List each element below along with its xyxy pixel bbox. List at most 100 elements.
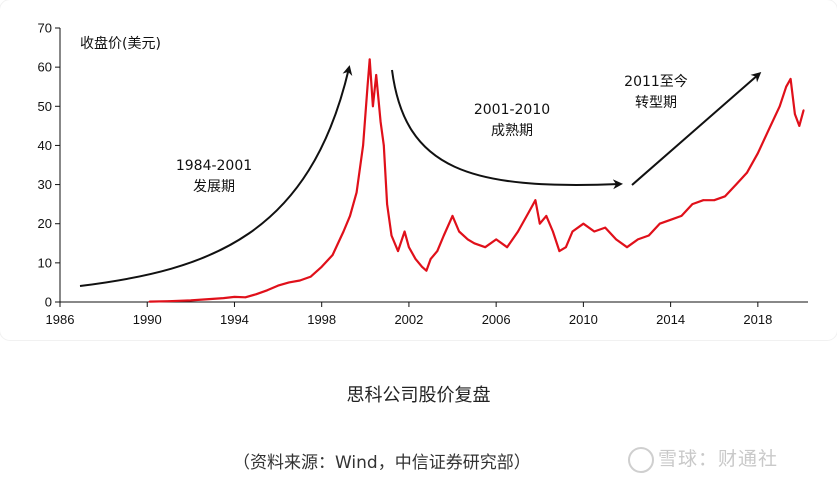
- arrows: [79, 65, 762, 287]
- data-point: [778, 105, 781, 108]
- x-tick-label: 1994: [220, 312, 249, 327]
- data-point: [626, 246, 628, 249]
- data-point: [288, 281, 290, 284]
- data-point: [473, 242, 476, 245]
- svg-text:1984-2001: 1984-2001: [176, 158, 252, 174]
- data-point: [571, 230, 574, 233]
- data-point: [558, 250, 561, 253]
- data-point: [397, 250, 399, 253]
- x-tick-label: 2002: [394, 312, 423, 327]
- data-point: [442, 234, 445, 237]
- data-point: [484, 246, 487, 249]
- y-tick-label: 50: [38, 99, 52, 114]
- snowball-logo-icon: [628, 446, 654, 473]
- data-point: [767, 128, 770, 131]
- y-tick-label: 10: [38, 255, 52, 270]
- data-point: [331, 254, 334, 256]
- svg-text:成熟期: 成熟期: [491, 123, 533, 139]
- annotation-transformation-years: 2011至今: [624, 74, 688, 90]
- line-chart: 0 10 20 30 40 50 60 70 1986 1990 1994 1998 2002 2006 2…: [38, 21, 808, 327]
- annotation-growth-phase: 发展期: [193, 179, 235, 195]
- maturity-arrow: [391, 69, 623, 190]
- data-point: [702, 199, 705, 202]
- x-tick-label: 2010: [569, 312, 598, 327]
- data-point: [466, 238, 469, 241]
- x-tick-label: 2006: [482, 312, 511, 327]
- data-point: [266, 289, 269, 292]
- data-point: [789, 78, 792, 80]
- data-point: [408, 246, 410, 249]
- data-point: [794, 113, 796, 115]
- data-point: [211, 298, 214, 300]
- data-point: [680, 215, 683, 217]
- data-point: [277, 284, 279, 287]
- data-point: [349, 215, 351, 217]
- data-point: [189, 299, 192, 302]
- x-tick-label: 1998: [307, 312, 336, 327]
- annotation-maturity-years: 2001-2010: [474, 102, 550, 118]
- data-point: [299, 279, 301, 282]
- watermark-text: 雪球：财通社: [658, 448, 779, 470]
- data-point: [375, 74, 378, 76]
- y-tick-label: 0: [45, 295, 52, 310]
- data-point: [565, 246, 567, 249]
- y-axis-label: 收盘价(美元): [80, 35, 161, 52]
- data-point: [320, 265, 323, 268]
- data-point: [582, 222, 585, 225]
- data-point: [785, 85, 788, 88]
- data-point: [425, 269, 428, 272]
- source-note: （资料来源：Wind，中信证券研究部）: [233, 453, 531, 473]
- data-point: [342, 230, 345, 233]
- data-point: [436, 250, 439, 253]
- annotations: 1984-2001 发展期 2001-2010 成熟期 2011至今 转型期: [176, 74, 688, 195]
- chart-card: 0 10 20 30 40 50 60 70 1986 1990 1994 1998 2002 2006 2…: [37, 20, 808, 327]
- svg-text:2011至今: 2011至今: [624, 74, 688, 90]
- data-point: [379, 121, 382, 123]
- x-tick-label: 1990: [133, 312, 162, 327]
- y-tick-label: 70: [38, 21, 52, 36]
- data-point: [233, 296, 236, 298]
- data-point: [421, 265, 423, 268]
- data-point: [368, 58, 371, 61]
- data-point: [647, 234, 650, 237]
- data-point: [615, 238, 617, 241]
- svg-text:2001-2010: 2001-2010: [474, 102, 550, 118]
- svg-text:发展期: 发展期: [193, 179, 235, 195]
- annotation-growth-years: 1984-2001: [176, 158, 252, 174]
- series-line-0: [149, 58, 805, 303]
- y-tick-label: 60: [38, 60, 52, 75]
- data-point: [552, 230, 554, 233]
- data-point: [746, 171, 748, 174]
- data-point: [355, 191, 358, 194]
- data-point: [148, 300, 151, 303]
- data-point: [724, 195, 726, 198]
- figure-caption: 思科公司股价复盘: [346, 385, 491, 406]
- data-point: [545, 215, 548, 217]
- annotation-transformation-phase: 转型期: [635, 95, 677, 111]
- data-point: [593, 230, 596, 233]
- y-tick-label: 40: [38, 138, 52, 153]
- data-point: [244, 296, 247, 299]
- data-point: [255, 293, 258, 296]
- data-point: [168, 300, 170, 303]
- axes: 0 10 20 30 40 50 60 70 1986 1990 1994 1998 2002 2006 2…: [38, 21, 808, 327]
- data-point: [517, 230, 519, 233]
- data-point: [382, 144, 385, 147]
- data-point: [309, 275, 312, 278]
- x-tick-label: 1986: [46, 312, 75, 327]
- data-point: [691, 203, 694, 206]
- annotation-maturity-phase: 成熟期: [491, 123, 533, 139]
- data-point: [735, 183, 737, 186]
- data-point: [637, 238, 639, 241]
- data-point: [372, 105, 374, 108]
- x-tick-label: 2018: [743, 312, 772, 327]
- data-point: [458, 230, 460, 233]
- data-point: [366, 85, 369, 88]
- data-point: [669, 218, 672, 221]
- y-tick-label: 30: [38, 177, 52, 192]
- data-point: [802, 109, 805, 112]
- data-point: [495, 238, 498, 241]
- data-point: [528, 211, 530, 213]
- svg-text:转型期: 转型期: [635, 95, 677, 111]
- data-point: [429, 258, 432, 260]
